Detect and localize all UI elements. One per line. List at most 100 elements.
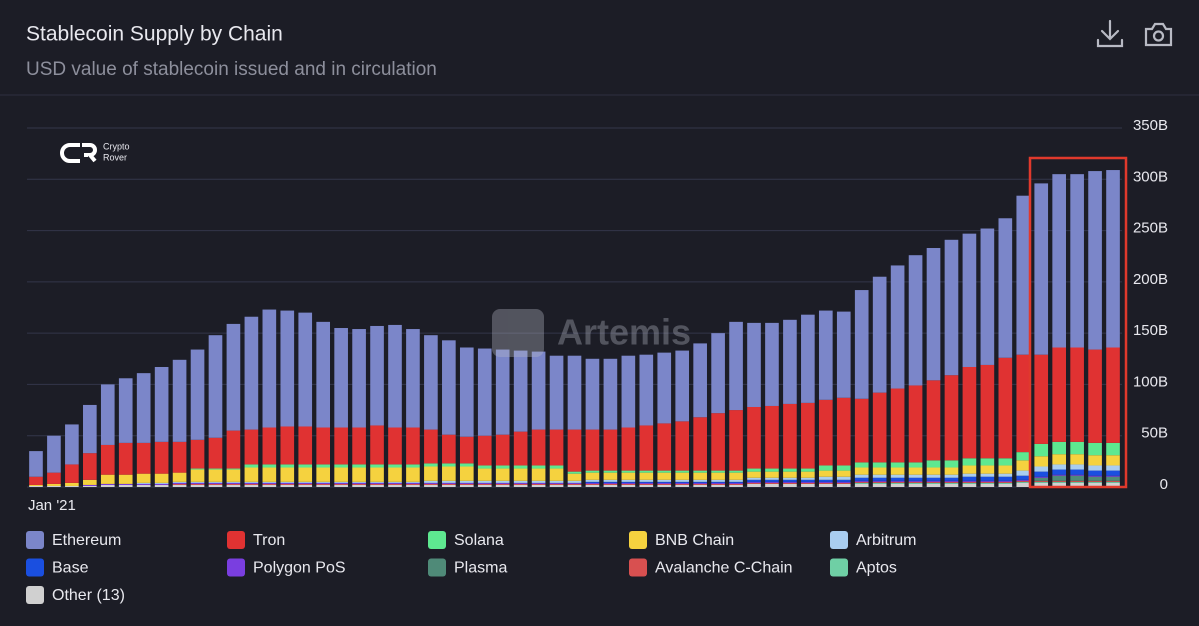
bar-segment [944, 483, 959, 487]
bar-segment [477, 482, 492, 484]
bar-segment [729, 472, 743, 480]
bar-segment [154, 483, 169, 485]
bar-segment [962, 483, 977, 487]
bar-segment [783, 319, 797, 404]
legend-swatch [428, 531, 446, 549]
screenshot-button[interactable] [1144, 22, 1173, 47]
bar-segment [1034, 482, 1049, 487]
bar-segment [693, 479, 707, 482]
bar-segment [424, 335, 438, 430]
bar-segment [244, 464, 259, 468]
bar-segment [262, 482, 277, 484]
bar-segment [459, 436, 474, 464]
bar-segment [890, 462, 905, 468]
bar-segment [316, 467, 331, 482]
bar-segment [190, 483, 205, 485]
bar-segment [872, 462, 887, 468]
download-button[interactable] [1096, 19, 1124, 48]
legend-label: Plasma [454, 560, 507, 577]
bar-segment [1052, 441, 1066, 455]
bar-segment [854, 481, 869, 483]
bar-segment [693, 470, 707, 473]
legend-label: Tron [253, 532, 285, 549]
bar-segment [783, 477, 797, 480]
bar-segment [65, 424, 79, 465]
bar-segment [477, 480, 492, 483]
bar-segment [334, 481, 348, 483]
legend-label: Avalanche C-Chain [655, 560, 793, 577]
bar-segment [854, 483, 869, 487]
bar-segment [747, 479, 761, 482]
bar-segment [1088, 481, 1102, 483]
bar-segment [639, 354, 654, 426]
bar-segment [980, 228, 995, 365]
bar-segment [783, 479, 797, 482]
bar-segment [1106, 476, 1120, 481]
bar-segment [549, 483, 564, 485]
bar-segment [693, 484, 707, 487]
bar-segment [693, 417, 707, 471]
bar-segment [352, 482, 366, 484]
bar-segment [729, 484, 743, 487]
bar-segment [1016, 470, 1031, 476]
bar-segment [298, 467, 313, 482]
bar-segment [531, 465, 546, 469]
bar-segment [603, 429, 618, 471]
bar-segment [118, 378, 133, 443]
bar-segment [190, 469, 205, 482]
bar-segment [370, 425, 384, 465]
bar-segment [836, 311, 851, 398]
bar-segment [316, 321, 331, 428]
bar-segment [890, 482, 905, 484]
bar-segment [388, 483, 402, 485]
bar-segment [495, 349, 510, 435]
bar-segment [549, 355, 564, 430]
bar-segment [208, 468, 223, 470]
bar-segment [872, 467, 887, 475]
bar-segment [1052, 469, 1066, 475]
bar-segment [406, 467, 420, 482]
bar-segment [1016, 481, 1031, 483]
bar-segment [962, 482, 977, 484]
bar-segment [531, 482, 546, 484]
bar-segment [29, 476, 43, 485]
bar-segment [818, 310, 833, 400]
bar-segment [1034, 477, 1049, 481]
bar-segment [747, 483, 761, 487]
bar-segment [621, 484, 636, 487]
bar-segment [1034, 354, 1049, 444]
bar-segment [1070, 464, 1084, 470]
bar-segment [172, 359, 187, 442]
watermark: Artemis [492, 309, 691, 357]
bar-segment [890, 483, 905, 487]
y-tick-label: 200B [1133, 271, 1168, 288]
bar-segment [244, 483, 259, 485]
legend-item: Aptos [830, 558, 897, 577]
bar-segment [639, 481, 654, 483]
bar-segment [549, 468, 564, 481]
bar-segment [1052, 482, 1066, 487]
bar-segment [962, 476, 977, 481]
bar-segment [729, 479, 743, 482]
bar-segment [424, 463, 438, 467]
legend-item: Other (13) [26, 586, 125, 604]
bar-segment [100, 483, 115, 485]
y-tick-label: 0 [1160, 476, 1168, 493]
bar-segment [765, 479, 779, 482]
bar-segment [765, 481, 779, 483]
legend-item: Solana [428, 531, 504, 549]
bar-segment [621, 482, 636, 484]
bar-segment [352, 481, 366, 483]
bar-segment [747, 482, 761, 484]
bar-segment [370, 467, 384, 482]
bar-segment [729, 410, 743, 471]
bar-segment [890, 388, 905, 463]
bar-segment [1070, 480, 1084, 482]
bar-segment [136, 484, 151, 487]
bar-segment [621, 355, 636, 428]
bar-segment [729, 483, 743, 485]
bar-segment [765, 322, 779, 406]
legend-item: Avalanche C-Chain [629, 558, 793, 577]
bar-segment [872, 483, 887, 487]
bar-segment [442, 466, 456, 481]
